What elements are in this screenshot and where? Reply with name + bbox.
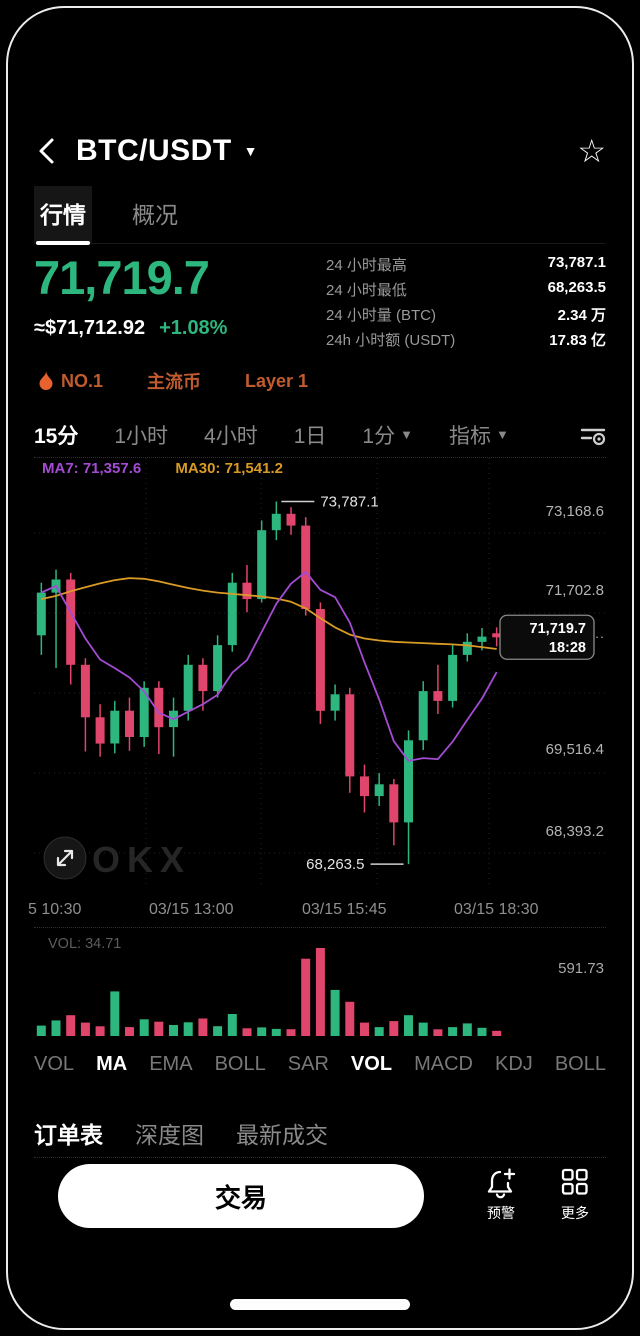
- ma7-label: MA7: 71,357.6: [42, 460, 142, 477]
- badge-layer1[interactable]: Layer 1: [245, 371, 308, 392]
- svg-text:71,702.8: 71,702.8: [546, 582, 604, 599]
- fiat-price-row: ≈$71,712.92 +1.08%: [34, 317, 227, 340]
- grid-more-icon: [561, 1168, 588, 1195]
- ind-tab-boll2[interactable]: BOLL: [554, 1052, 606, 1075]
- candlestick-chart[interactable]: OKX 73,787.1 68,263.5 71,719.7 18:28 73,168.6…: [34, 458, 606, 898]
- tab-overview[interactable]: 概况: [132, 202, 178, 228]
- tag-badges: NO.1 主流币 Layer 1: [38, 368, 308, 394]
- candlestick-chart-area[interactable]: MA7: 71,357.6 MA30: 71,541.2 OKX 73,787.1…: [34, 458, 606, 898]
- volume-max-label: 591.73: [558, 960, 604, 977]
- pair-title[interactable]: BTC/USDT: [76, 134, 232, 167]
- tf-15m[interactable]: 15分: [34, 424, 79, 448]
- ind-tab-sar[interactable]: SAR: [287, 1052, 329, 1075]
- ind-tab-vol2[interactable]: VOL: [350, 1052, 393, 1075]
- x-tick: 03/15 15:45: [302, 901, 387, 918]
- alert-action[interactable]: 预警: [470, 1166, 532, 1223]
- stats-panel: 24 小时最高 73,787.1 24 小时最低 68,263.5 24 小时量…: [326, 250, 606, 354]
- svg-text:71,719.7: 71,719.7: [530, 621, 586, 637]
- volume-chart[interactable]: [34, 938, 606, 1042]
- badge-mainstream[interactable]: 主流币: [147, 368, 201, 394]
- svg-text:68,393.2: 68,393.2: [546, 823, 604, 840]
- ind-tab-ema[interactable]: EMA: [149, 1052, 193, 1075]
- svg-text:69,516.4: 69,516.4: [546, 741, 604, 758]
- last-price: 71,719.7: [34, 251, 210, 304]
- svg-text:73,787.1: 73,787.1: [320, 494, 378, 511]
- price-block: 71,719.7 ≈$71,712.92 +1.08%: [34, 250, 227, 354]
- more-label: 更多: [561, 1205, 589, 1221]
- x-tick: 03/15 13:00: [149, 901, 234, 918]
- tf-1h[interactable]: 1小时: [114, 424, 169, 448]
- bell-plus-icon: [487, 1168, 516, 1199]
- flame-icon: [39, 371, 53, 390]
- ind-tab-boll[interactable]: BOLL: [214, 1052, 266, 1075]
- page-tabs: 行情 概况: [34, 186, 606, 245]
- trade-button[interactable]: 交易: [58, 1164, 424, 1228]
- stat-value: 17.83 亿: [549, 332, 606, 349]
- x-tick: 03/15 18:30: [454, 901, 539, 918]
- ind-tab-vol[interactable]: VOL: [34, 1052, 75, 1075]
- svg-text:18:28: 18:28: [549, 640, 586, 656]
- badge-label: NO.1: [61, 370, 104, 391]
- tf-1d[interactable]: 1日: [293, 424, 327, 448]
- tf-1m-dropdown[interactable]: 1分 ▼: [362, 420, 413, 450]
- more-action[interactable]: 更多: [544, 1166, 606, 1223]
- volume-current-label: VOL: 34.71: [48, 936, 122, 952]
- stat-value: 2.34 万: [557, 307, 606, 324]
- stat-value: 73,787.1: [547, 254, 606, 271]
- ma-labels: MA7: 71,357.6 MA30: 71,541.2: [42, 460, 283, 477]
- ind-tab-kdj[interactable]: KDJ: [495, 1052, 533, 1075]
- ind-tab-ma[interactable]: MA: [96, 1052, 128, 1075]
- timeframe-row: 15分 1小时 4小时 1日 1分 ▼ 指标 ▼: [34, 412, 606, 458]
- tab-latest-trades[interactable]: 最新成交: [236, 1121, 328, 1148]
- price-section: 71,719.7 ≈$71,712.92 +1.08% 24 小时最高 73,78…: [34, 250, 606, 354]
- tf-4h[interactable]: 4小时: [204, 424, 258, 448]
- fiat-price: ≈$71,712.92: [34, 317, 146, 339]
- stat-value: 68,263.5: [547, 279, 606, 296]
- stat-row-low: 24 小时最低 68,263.5: [326, 279, 606, 304]
- phone-frame: BTC/USDT ▼ ☆ 行情 概况 71,719.7 ≈$71,712.92 +…: [6, 6, 634, 1330]
- indicator-dropdown[interactable]: 指标 ▼: [449, 420, 509, 450]
- x-tick: 5 10:30: [28, 901, 82, 918]
- back-chevron-icon: [39, 138, 54, 164]
- favorite-star-icon[interactable]: ☆: [577, 133, 606, 169]
- tab-market[interactable]: 行情: [34, 186, 92, 245]
- badge-label: 主流币: [147, 372, 202, 392]
- stat-label: 24 小时最低: [326, 282, 407, 299]
- svg-text:68,263.5: 68,263.5: [306, 856, 364, 873]
- alert-label: 预警: [487, 1205, 515, 1221]
- badge-label: Layer 1: [245, 370, 309, 391]
- back-button[interactable]: [34, 134, 68, 168]
- indicator-settings-icon: [580, 428, 606, 445]
- stat-label: 24h 小时额 (USDT): [326, 332, 456, 349]
- stat-label: 24 小时量 (BTC): [326, 307, 437, 324]
- orderbook-tab-bar: 订单表 深度图 最新成交: [34, 1108, 606, 1158]
- chart-settings-button[interactable]: [580, 423, 606, 447]
- pair-dropdown-icon[interactable]: ▼: [243, 143, 258, 159]
- price-change: +1.08%: [159, 317, 228, 339]
- ind-tab-macd[interactable]: MACD: [414, 1052, 473, 1075]
- svg-text:OKX: OKX: [92, 839, 191, 880]
- chevron-down-icon: ▼: [495, 427, 509, 442]
- home-indicator[interactable]: [230, 1299, 410, 1310]
- badge-rank[interactable]: NO.1: [38, 371, 103, 392]
- volume-pane[interactable]: VOL: 34.71 591.73: [34, 930, 606, 1042]
- stat-row-high: 24 小时最高 73,787.1: [326, 254, 606, 279]
- tab-order-book[interactable]: 订单表: [34, 1121, 103, 1148]
- stat-row-turnover-usdt: 24h 小时额 (USDT) 17.83 亿: [326, 329, 606, 354]
- x-axis: 5 10:30 03/15 13:00 03/15 15:45 03/15 18…: [28, 898, 606, 928]
- tab-depth-chart[interactable]: 深度图: [135, 1121, 204, 1148]
- stat-row-volume-btc: 24 小时量 (BTC) 2.34 万: [326, 304, 606, 329]
- footer-actions: 交易 预警 更多: [58, 1164, 606, 1244]
- tf-label: 指标: [448, 424, 491, 448]
- tf-label: 1分: [362, 424, 396, 448]
- ma30-label: MA30: 71,541.2: [175, 460, 283, 477]
- chevron-down-icon: ▼: [400, 427, 413, 442]
- indicator-tab-bar: VOL MA EMA BOLL SAR VOL MACD KDJ BOLL: [34, 1044, 606, 1084]
- header: BTC/USDT ▼ ☆: [34, 126, 606, 176]
- svg-text:73,168.6: 73,168.6: [546, 503, 604, 520]
- stat-label: 24 小时最高: [326, 257, 407, 274]
